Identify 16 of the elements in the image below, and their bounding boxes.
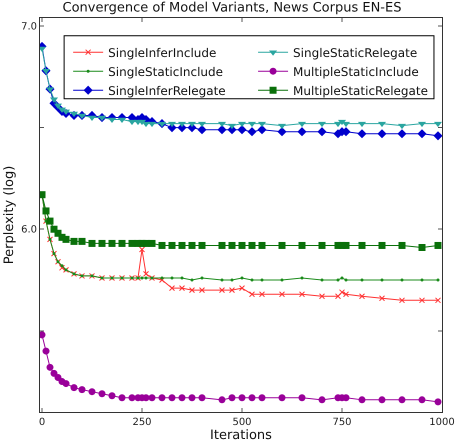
y-tick-label: 7.0 [21,22,37,33]
x-tick-label: 0 [38,417,46,428]
x-tick-label: 500 [232,417,252,428]
x-tick-label: 250 [132,417,152,428]
x-tick-label: 750 [332,417,352,428]
chart-title: Convergence of Model Variants, News Corpus EN-ES [62,0,402,16]
x-tick-label: 1000 [429,417,455,428]
legend-label: MultipleStaticInclude [293,64,419,79]
y-axis-title: Perplexity (log) [2,166,18,264]
legend-label: MultipleStaticRelegate [293,84,428,98]
legend-label: SingleStaticRelegate [293,46,418,60]
y-tick-label: 6.0 [21,224,37,236]
legend-label: SingleInferInclude [108,46,216,60]
x-axis-title: Iterations [210,428,272,443]
legend-label: SingleInferRelegate [108,84,226,98]
legend-label: SingleStaticInclude [108,64,224,79]
